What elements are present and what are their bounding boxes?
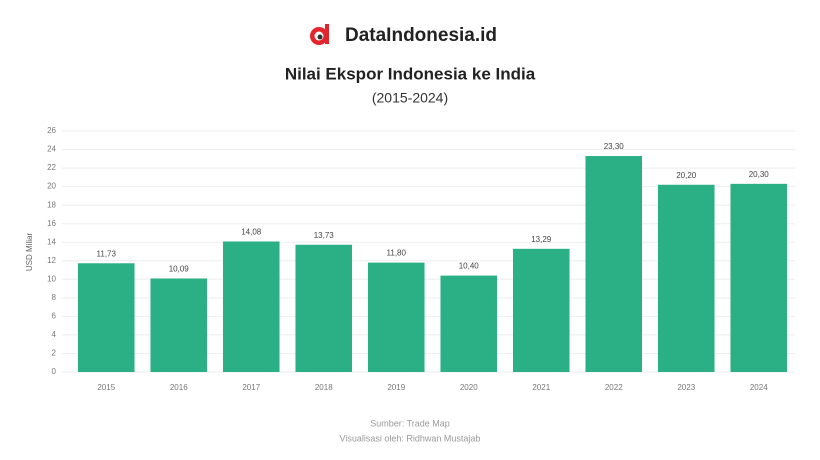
y-tick-label: 14 <box>47 237 56 246</box>
value-label: 20,20 <box>676 171 697 180</box>
x-tick-label: 2022 <box>605 383 623 392</box>
value-label: 11,73 <box>97 249 117 258</box>
bar <box>77 263 135 372</box>
y-tick-label: 24 <box>47 145 56 154</box>
value-label: 23,30 <box>604 142 625 151</box>
credit: Visualisasi oleh: Ridhwan Mustajab <box>340 433 481 443</box>
bar <box>440 275 498 372</box>
y-tick-label: 2 <box>52 349 57 358</box>
bar <box>367 262 425 372</box>
y-tick-label: 12 <box>47 256 56 265</box>
y-tick-label: 18 <box>47 200 56 209</box>
value-label: 20,30 <box>749 170 770 179</box>
x-tick-label: 2017 <box>242 383 260 392</box>
y-tick-label: 16 <box>47 219 56 228</box>
x-tick-label: 2015 <box>97 383 115 392</box>
value-label: 13,29 <box>531 235 552 244</box>
value-label: 13,73 <box>314 231 335 240</box>
y-tick-label: 8 <box>52 293 57 302</box>
source: Sumber: Trade Map <box>370 418 450 428</box>
y-tick-label: 4 <box>52 330 57 339</box>
y-tick-label: 20 <box>47 182 56 191</box>
y-tick-label: 22 <box>47 163 56 172</box>
x-tick-label: 2016 <box>170 383 188 392</box>
brand-name: DataIndonesia.id <box>345 25 497 46</box>
y-axis-label: USD Miliar <box>25 233 34 272</box>
bar <box>512 248 570 372</box>
y-tick-label: 6 <box>52 311 57 320</box>
chart-subtitle: (2015-2024) <box>372 90 448 106</box>
value-label: 10,40 <box>459 262 480 271</box>
bar <box>295 244 353 372</box>
y-tick-label: 0 <box>52 367 57 376</box>
x-tick-label: 2023 <box>677 383 695 392</box>
chart-title: Nilai Ekspor Indonesia ke India <box>285 64 536 83</box>
x-tick-label: 2020 <box>460 383 478 392</box>
value-label: 11,80 <box>387 249 407 258</box>
value-label: 10,09 <box>169 265 190 274</box>
bar <box>222 241 280 372</box>
x-tick-label: 2018 <box>315 383 333 392</box>
x-tick-label: 2021 <box>532 383 550 392</box>
y-tick-label: 10 <box>47 274 56 283</box>
x-tick-label: 2019 <box>387 383 405 392</box>
bar <box>150 278 208 372</box>
bar <box>730 183 788 372</box>
bar <box>657 184 715 372</box>
x-tick-label: 2024 <box>750 383 768 392</box>
brand-logo <box>310 24 329 45</box>
value-label: 14,08 <box>241 228 262 237</box>
y-tick-label: 26 <box>47 126 56 135</box>
bar <box>585 156 643 372</box>
